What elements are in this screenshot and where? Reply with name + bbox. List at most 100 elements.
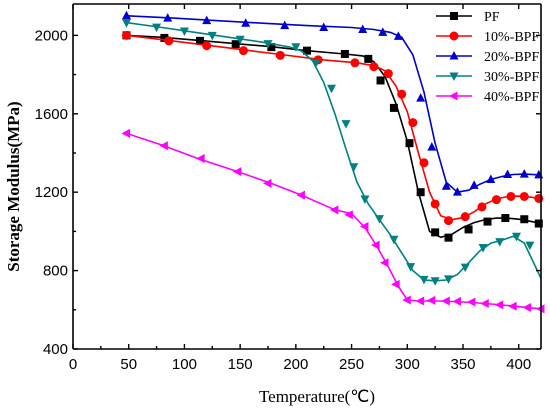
legend-label: 30%-BPF — [484, 70, 539, 85]
series-line-20%-BPF — [126, 15, 542, 194]
data-point-40%-BPF — [196, 153, 205, 163]
legend-label: 40%-BPF — [484, 90, 539, 105]
x-axis-title: Temperature(℃) — [259, 387, 375, 406]
legend-label: PF — [484, 10, 500, 25]
data-point-30%-BPF — [360, 195, 370, 205]
legend-marker — [449, 51, 459, 60]
data-point-PF — [464, 225, 473, 234]
data-point-20%-BPF — [416, 93, 426, 102]
data-point-30%-BPF — [478, 243, 488, 253]
data-point-10%-BPF — [430, 199, 440, 209]
y-tick-label-2000: 2000 — [35, 27, 68, 44]
data-point-PF — [376, 76, 385, 85]
data-point-PF — [340, 49, 349, 58]
data-point-10%-BPF — [164, 36, 174, 46]
data-point-30%-BPF — [406, 263, 416, 272]
legend-entry-PF: PF — [436, 10, 500, 25]
series-10%-BPF — [121, 30, 544, 226]
data-point-40%-BPF — [415, 296, 425, 306]
data-point-40%-BPF — [296, 190, 305, 200]
data-point-30%-BPF — [152, 23, 162, 33]
data-point-10%-BPF — [477, 202, 487, 212]
data-point-30%-BPF — [121, 19, 131, 28]
data-point-30%-BPF — [349, 163, 359, 172]
data-point-40%-BPF — [466, 297, 476, 307]
legend-marker — [450, 12, 458, 20]
x-tick-label-250: 250 — [339, 356, 364, 373]
legend-entry-20%-BPF: 20%-BPF — [436, 50, 539, 65]
data-point-30%-BPF — [444, 275, 454, 284]
data-point-10%-BPF — [238, 46, 248, 56]
data-point-10%-BPF — [519, 191, 529, 201]
data-point-30%-BPF — [460, 263, 470, 273]
data-point-PF — [501, 214, 510, 223]
data-point-30%-BPF — [389, 235, 399, 245]
series-line-10%-BPF — [126, 34, 542, 221]
data-point-40%-BPF — [452, 296, 461, 306]
data-point-40%-BPF — [263, 178, 272, 188]
y-tick-label-1600: 1600 — [35, 106, 68, 123]
data-point-20%-BPF — [121, 10, 131, 20]
data-point-10%-BPF — [534, 193, 544, 203]
data-point-10%-BPF — [202, 41, 212, 51]
data-point-10%-BPF — [397, 89, 407, 99]
data-point-40%-BPF — [480, 299, 489, 309]
data-point-30%-BPF — [311, 59, 321, 68]
data-point-30%-BPF — [525, 241, 535, 251]
data-point-30%-BPF — [419, 275, 429, 285]
series-20%-BPF — [121, 10, 544, 196]
data-point-40%-BPF — [159, 141, 168, 151]
y-tick-label-400: 400 — [43, 341, 68, 358]
data-point-20%-BPF — [452, 187, 462, 196]
legend-marker — [449, 72, 459, 81]
data-point-PF — [267, 43, 276, 52]
data-point-10%-BPF — [444, 216, 454, 226]
data-point-40%-BPF — [441, 296, 450, 306]
data-point-20%-BPF — [319, 22, 329, 32]
data-point-PF — [483, 217, 492, 226]
data-point-20%-BPF — [427, 142, 437, 151]
data-point-40%-BPF — [391, 279, 400, 289]
data-point-20%-BPF — [163, 13, 173, 22]
data-point-40%-BPF — [522, 302, 532, 312]
data-point-PF — [389, 103, 398, 112]
data-point-PF — [231, 40, 240, 49]
data-point-PF — [416, 188, 425, 197]
data-point-40%-BPF — [344, 210, 353, 220]
data-point-40%-BPF — [508, 301, 517, 311]
series-30%-BPF — [121, 19, 542, 286]
series-layer — [121, 10, 545, 314]
data-point-40%-BPF — [371, 240, 380, 250]
data-point-PF — [520, 215, 529, 224]
data-point-10%-BPF — [460, 212, 470, 222]
x-tick-label-50: 50 — [120, 356, 137, 373]
data-point-40%-BPF — [232, 167, 242, 177]
data-point-10%-BPF — [350, 58, 360, 68]
data-point-20%-BPF — [503, 169, 513, 179]
data-point-30%-BPF — [327, 84, 337, 94]
legend-entry-10%-BPF: 10%-BPF — [436, 30, 539, 45]
data-point-PF — [196, 36, 205, 45]
data-point-30%-BPF — [291, 43, 301, 52]
x-tick-label-300: 300 — [395, 356, 420, 373]
data-point-PF — [405, 139, 414, 148]
x-tick-label-400: 400 — [506, 356, 531, 373]
data-point-10%-BPF — [121, 30, 131, 40]
data-point-20%-BPF — [393, 31, 403, 40]
data-point-40%-BPF — [359, 221, 369, 231]
data-point-10%-BPF — [369, 62, 379, 72]
data-point-10%-BPF — [491, 195, 501, 205]
data-point-10%-BPF — [275, 50, 285, 60]
data-point-30%-BPF — [235, 35, 245, 45]
data-point-10%-BPF — [419, 158, 429, 168]
x-tick-label-150: 150 — [228, 356, 253, 373]
data-point-30%-BPF — [263, 40, 273, 49]
data-point-40%-BPF — [121, 128, 130, 138]
data-point-30%-BPF — [511, 232, 521, 242]
data-point-20%-BPF — [241, 18, 251, 27]
data-point-10%-BPF — [383, 69, 393, 79]
y-tick-label-1200: 1200 — [35, 184, 68, 201]
y-axis-title: Storage Modulus(MPa) — [4, 101, 23, 271]
legend-marker — [449, 91, 458, 101]
ticks-layer: 0 50 100 150 200 250 300 350 400 400 800 1200 1600 20… — [35, 4, 541, 373]
